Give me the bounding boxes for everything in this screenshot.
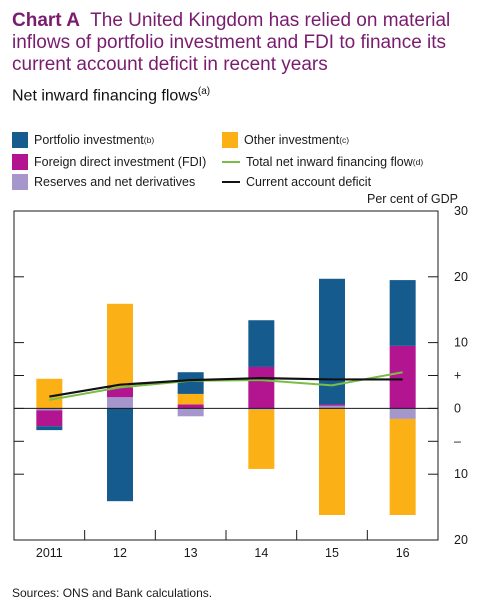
legend-item-portfolio: Portfolio investment (b) — [12, 130, 154, 150]
y-tick-label: 0 — [454, 401, 461, 415]
legend-swatch-other — [222, 132, 238, 148]
y-tick-label: + — [454, 369, 461, 383]
y-tick-label: 10 — [454, 467, 468, 481]
legend-label-ca: Current account deficit — [246, 175, 372, 189]
legend-label-other: Other investment — [244, 133, 340, 147]
sources-note: Sources: ONS and Bank calculations. — [12, 586, 213, 600]
legend-line-ca — [222, 181, 240, 183]
bar-other — [319, 408, 345, 515]
bar-portfolio — [389, 280, 416, 346]
x-tick-label: 15 — [325, 546, 339, 560]
y-tick-label: 10 — [454, 336, 468, 350]
subtitle-text: Net inward financing flows — [12, 87, 198, 105]
line-ca — [49, 377, 403, 398]
x-tick-label: 14 — [254, 546, 268, 560]
bar-reserves — [389, 408, 416, 419]
units-label: Per cent of GDP — [366, 192, 458, 206]
chart-title: Chart A The United Kingdom has relied on… — [12, 10, 490, 76]
x-tick-label: 2011 — [36, 546, 63, 560]
subtitle-note: (a) — [197, 86, 211, 97]
bar-reserves — [248, 408, 275, 410]
y-tick-label: 30 — [454, 204, 468, 218]
bar-fdi — [36, 410, 63, 427]
bar-portfolio — [36, 426, 63, 431]
bar-other — [36, 378, 63, 409]
legend-label-reserves: Reserves and net derivatives — [34, 175, 196, 189]
legend-note-portfolio: (b) — [143, 135, 155, 145]
line-total — [49, 371, 403, 401]
y-tick-label: – — [454, 434, 461, 448]
bar-portfolio — [107, 408, 133, 502]
legend-label-fdi: Foreign direct investment (FDI) — [34, 155, 207, 169]
legend-item-other: Other investment (c) — [222, 130, 349, 150]
y-tick-label: 20 — [454, 533, 468, 547]
legend-note-total: (d) — [412, 157, 424, 167]
x-tick-label: 12 — [113, 546, 127, 560]
bar-other — [177, 393, 204, 405]
bar-fdi — [319, 404, 345, 406]
legend-label-portfolio: Portfolio investment — [34, 133, 144, 147]
x-tick-label: 16 — [396, 546, 410, 560]
bar-fdi — [389, 345, 416, 409]
bar-reserves — [107, 397, 133, 409]
chart-title-text: The United Kingdom has relied on materia… — [12, 10, 451, 75]
y-tick-label: 20 — [454, 270, 468, 284]
chart-title-label: Chart A — [12, 10, 80, 31]
bar-reserves — [36, 408, 63, 411]
x-tick-label: 13 — [184, 546, 198, 560]
bar-other — [248, 409, 275, 469]
bar-portfolio — [177, 372, 204, 394]
bar-reserves — [319, 405, 345, 409]
bar-fdi — [107, 387, 133, 398]
bar-other — [107, 303, 133, 388]
legend-item-reserves: Reserves and net derivatives — [12, 172, 195, 192]
chart-subtitle: Net inward financing flows(a) — [12, 86, 210, 105]
legend-item-ca: Current account deficit — [222, 172, 371, 192]
bar-portfolio — [248, 320, 275, 367]
legend: Portfolio investment (b) Foreign direct i… — [12, 128, 482, 194]
legend-note-other: (c) — [339, 135, 350, 145]
bar-reserves — [177, 408, 204, 417]
legend-item-total: Total net inward financing flow (d) — [222, 152, 423, 172]
bar-other — [389, 418, 416, 515]
legend-line-total — [222, 161, 240, 163]
bar-fdi — [177, 404, 204, 409]
legend-swatch-portfolio — [12, 132, 28, 148]
legend-swatch-reserves — [12, 174, 28, 190]
legend-swatch-fdi — [12, 154, 28, 170]
bar-fdi — [248, 366, 275, 409]
plot-frame — [13, 210, 439, 541]
legend-label-total: Total net inward financing flow — [246, 155, 413, 169]
legend-item-fdi: Foreign direct investment (FDI) — [12, 152, 206, 172]
